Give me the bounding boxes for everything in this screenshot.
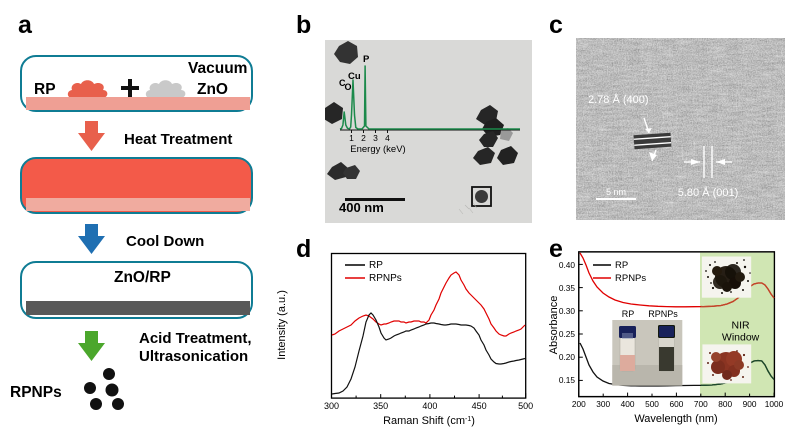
svg-text:Intensity (a.u.): Intensity (a.u.) [276, 290, 288, 360]
svg-text:300: 300 [324, 401, 339, 411]
svg-text:400: 400 [422, 401, 437, 411]
svg-text:2: 2 [361, 133, 366, 143]
svg-text:200: 200 [572, 399, 586, 409]
svg-text:O: O [345, 82, 352, 92]
svg-text:1000: 1000 [765, 399, 784, 409]
svg-text:500: 500 [518, 401, 533, 411]
svg-text:NIR: NIR [732, 320, 751, 332]
svg-text:300: 300 [596, 399, 610, 409]
svg-text:RPNPs: RPNPs [369, 273, 402, 284]
svg-text:RPNPs: RPNPs [615, 273, 646, 284]
svg-text:Wavelength (nm): Wavelength (nm) [634, 413, 717, 425]
svg-text:0.35: 0.35 [559, 283, 576, 293]
svg-text:RP: RP [622, 309, 635, 319]
svg-text:800: 800 [718, 399, 732, 409]
svg-text:RPNPs: RPNPs [648, 309, 678, 319]
svg-text:0.20: 0.20 [559, 352, 576, 362]
svg-text:700: 700 [694, 399, 708, 409]
svg-text:600: 600 [669, 399, 683, 409]
svg-text:Raman Shift (cm-1): Raman Shift (cm-1) [383, 415, 475, 427]
svg-text:400: 400 [621, 399, 635, 409]
svg-text:900: 900 [743, 399, 757, 409]
svg-text:Energy (keV): Energy (keV) [350, 144, 405, 155]
svg-text:Absorbance: Absorbance [548, 296, 560, 355]
svg-text:3: 3 [373, 133, 378, 143]
svg-text:500: 500 [645, 399, 659, 409]
svg-text:450: 450 [472, 401, 487, 411]
svg-text:5 nm: 5 nm [606, 187, 626, 197]
svg-text:0.40: 0.40 [559, 260, 576, 270]
svg-text:2.78 Å (400): 2.78 Å (400) [588, 93, 649, 106]
svg-text:P: P [363, 54, 370, 65]
svg-text:1: 1 [349, 133, 354, 143]
svg-text:RP: RP [615, 260, 628, 271]
svg-text:4: 4 [385, 133, 390, 143]
svg-text:0.25: 0.25 [559, 329, 576, 339]
svg-text:Window: Window [722, 332, 760, 344]
svg-text:Cu: Cu [348, 71, 361, 82]
svg-text:0.30: 0.30 [559, 306, 576, 316]
svg-text:5.80 Å (001): 5.80 Å (001) [678, 186, 739, 199]
svg-text:350: 350 [373, 401, 388, 411]
svg-text:0.15: 0.15 [559, 375, 576, 385]
svg-text:RP: RP [369, 260, 383, 271]
